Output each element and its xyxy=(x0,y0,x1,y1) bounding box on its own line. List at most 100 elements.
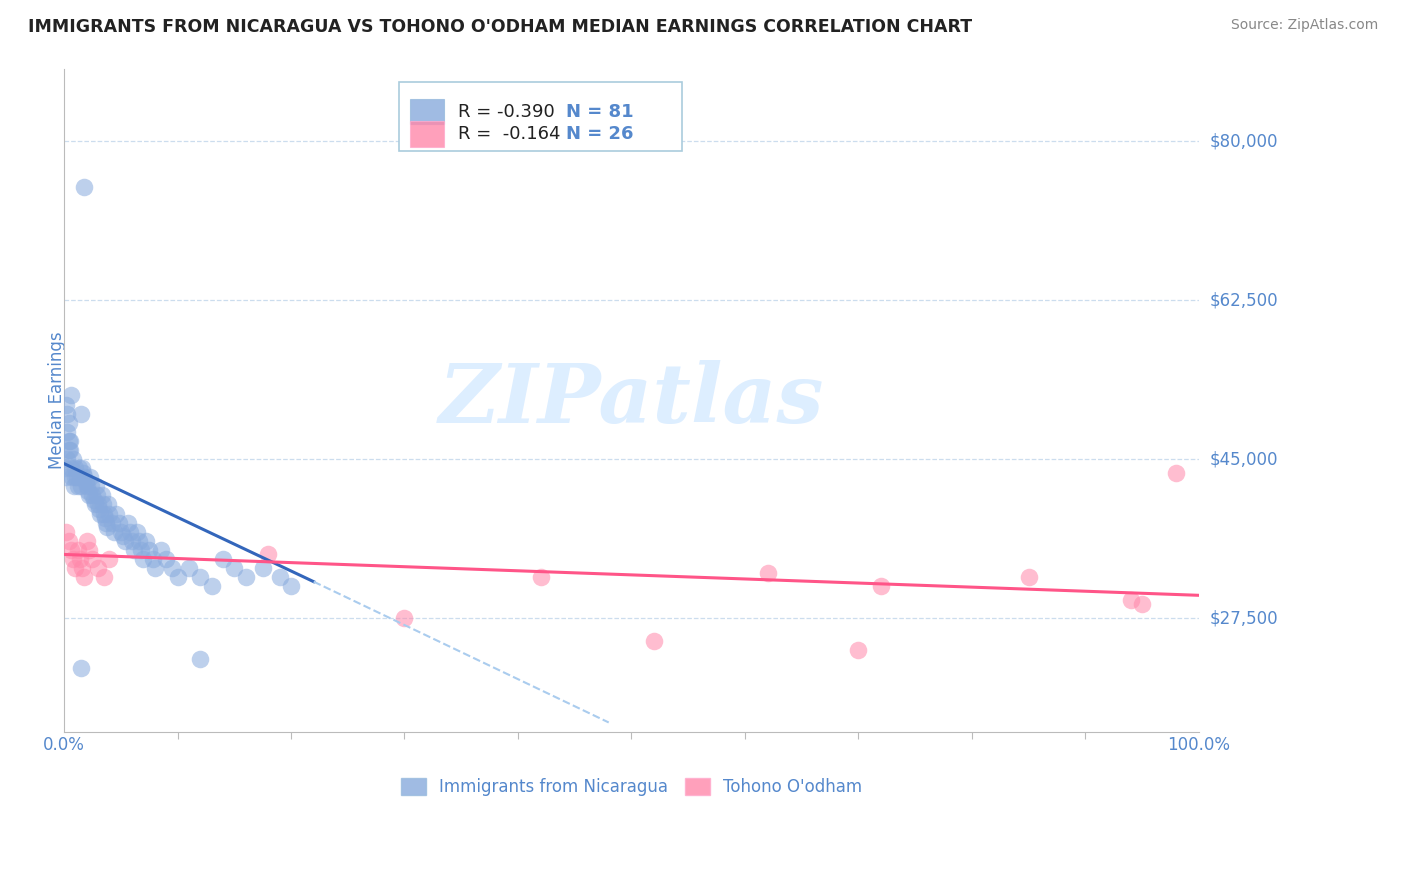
Point xyxy=(756,566,779,580)
Point xyxy=(59,434,82,448)
Point xyxy=(58,442,80,457)
Point xyxy=(69,470,91,484)
Point xyxy=(117,516,139,530)
Point xyxy=(62,552,84,566)
Point xyxy=(96,520,118,534)
Point xyxy=(65,461,87,475)
Point xyxy=(132,552,155,566)
Point xyxy=(166,570,188,584)
Point xyxy=(124,542,146,557)
Point xyxy=(65,470,87,484)
Point xyxy=(87,498,110,512)
Text: $80,000: $80,000 xyxy=(1211,132,1278,150)
Point xyxy=(65,470,87,484)
Text: $45,000: $45,000 xyxy=(1211,450,1278,468)
Point xyxy=(142,552,165,566)
Point xyxy=(72,466,94,480)
Point xyxy=(135,533,157,548)
Point xyxy=(848,642,870,657)
Point xyxy=(75,475,97,489)
Point xyxy=(83,498,105,512)
Point xyxy=(70,661,93,675)
Legend: Immigrants from Nicaragua, Tohono O'odham: Immigrants from Nicaragua, Tohono O'odha… xyxy=(394,772,869,803)
Point xyxy=(58,416,80,430)
Point xyxy=(110,524,132,539)
Point xyxy=(1164,466,1187,480)
Point xyxy=(82,552,104,566)
Point xyxy=(66,542,89,557)
Point xyxy=(188,652,211,666)
Point xyxy=(58,434,80,448)
Point xyxy=(87,561,110,575)
Point xyxy=(60,470,83,484)
Point xyxy=(160,561,183,575)
Point xyxy=(76,479,98,493)
Point xyxy=(58,533,80,548)
Point xyxy=(55,524,77,539)
Point xyxy=(59,461,82,475)
Point xyxy=(118,524,141,539)
Point xyxy=(870,579,893,593)
Point xyxy=(129,542,152,557)
Point xyxy=(394,611,416,625)
Point xyxy=(1119,592,1142,607)
Point xyxy=(100,516,122,530)
Text: IMMIGRANTS FROM NICARAGUA VS TOHONO O'ODHAM MEDIAN EARNINGS CORRELATION CHART: IMMIGRANTS FROM NICARAGUA VS TOHONO O'OD… xyxy=(28,18,972,36)
Point xyxy=(89,507,111,521)
Point xyxy=(59,388,82,402)
Point xyxy=(128,533,150,548)
Point xyxy=(84,479,107,493)
Point xyxy=(53,461,76,475)
Point xyxy=(66,479,89,493)
Point xyxy=(643,633,665,648)
Text: ZIPatlas: ZIPatlas xyxy=(439,360,824,440)
Point xyxy=(530,570,553,584)
Point xyxy=(62,452,84,467)
Point xyxy=(79,470,101,484)
Point xyxy=(149,542,172,557)
Point xyxy=(112,529,135,543)
Point xyxy=(212,552,235,566)
FancyBboxPatch shape xyxy=(399,82,682,152)
Text: N = 81: N = 81 xyxy=(565,103,633,120)
Y-axis label: Median Earnings: Median Earnings xyxy=(48,331,66,469)
Point xyxy=(56,452,79,467)
Point xyxy=(55,398,77,412)
FancyBboxPatch shape xyxy=(411,121,444,146)
Point xyxy=(77,483,100,498)
Text: R = -0.390: R = -0.390 xyxy=(458,103,554,120)
Point xyxy=(93,570,115,584)
Point xyxy=(125,524,148,539)
Text: Source: ZipAtlas.com: Source: ZipAtlas.com xyxy=(1230,18,1378,32)
Point xyxy=(59,542,82,557)
Point xyxy=(91,498,114,512)
Point xyxy=(200,579,222,593)
Point xyxy=(94,516,117,530)
Text: $62,500: $62,500 xyxy=(1211,291,1278,310)
Text: N = 26: N = 26 xyxy=(565,125,633,143)
Point xyxy=(89,502,111,516)
Point xyxy=(269,570,291,584)
Text: $27,500: $27,500 xyxy=(1211,609,1278,627)
Point xyxy=(224,561,246,575)
Point xyxy=(67,461,90,475)
Point xyxy=(1018,570,1040,584)
FancyBboxPatch shape xyxy=(411,99,444,124)
Point xyxy=(1130,598,1153,612)
Point xyxy=(76,533,98,548)
Point xyxy=(80,479,103,493)
Point xyxy=(97,498,120,512)
Point xyxy=(73,570,96,584)
Point xyxy=(69,552,91,566)
Point xyxy=(70,479,93,493)
Point xyxy=(63,479,86,493)
Point xyxy=(177,561,200,575)
Point xyxy=(77,488,100,502)
Point xyxy=(56,407,79,421)
Point xyxy=(188,570,211,584)
Point xyxy=(56,425,79,439)
Point xyxy=(143,561,166,575)
Point xyxy=(257,548,280,562)
Point xyxy=(73,179,96,194)
Point xyxy=(83,492,105,507)
